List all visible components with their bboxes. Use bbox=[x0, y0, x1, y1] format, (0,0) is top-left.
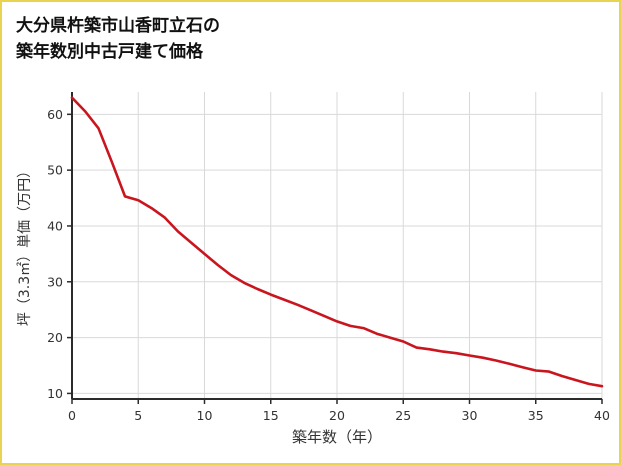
x-tick-label: 5 bbox=[134, 408, 142, 423]
x-tick-label: 15 bbox=[263, 408, 279, 423]
y-tick-label: 60 bbox=[47, 107, 63, 122]
x-tick-label: 20 bbox=[329, 408, 345, 423]
chart-title-line2: 築年数別中古戸建て価格 bbox=[16, 41, 203, 62]
y-tick-label: 20 bbox=[47, 330, 63, 345]
x-tick-label: 35 bbox=[528, 408, 544, 423]
y-tick-label: 10 bbox=[47, 386, 63, 401]
y-tick-label: 40 bbox=[47, 218, 63, 233]
x-tick-label: 40 bbox=[594, 408, 610, 423]
chart-title-line1: 大分県杵築市山香町立石の bbox=[16, 16, 220, 36]
x-tick-label: 10 bbox=[197, 408, 213, 423]
x-tick-label: 25 bbox=[395, 408, 411, 423]
x-tick-label: 30 bbox=[462, 408, 478, 423]
y-tick-label: 30 bbox=[47, 274, 63, 289]
line-chart: 0 5 10 15 20 25 30 35 40 10 20 30 40 50 60 bbox=[47, 92, 610, 423]
chart-title: 大分県杵築市山香町立石の 築年数別中古戸建て価格 bbox=[16, 14, 220, 65]
data-line bbox=[70, 96, 604, 388]
x-axis-label: 築年数（年） bbox=[291, 428, 382, 446]
x-tick-label: 0 bbox=[68, 408, 76, 423]
y-tick-label: 50 bbox=[47, 163, 63, 178]
